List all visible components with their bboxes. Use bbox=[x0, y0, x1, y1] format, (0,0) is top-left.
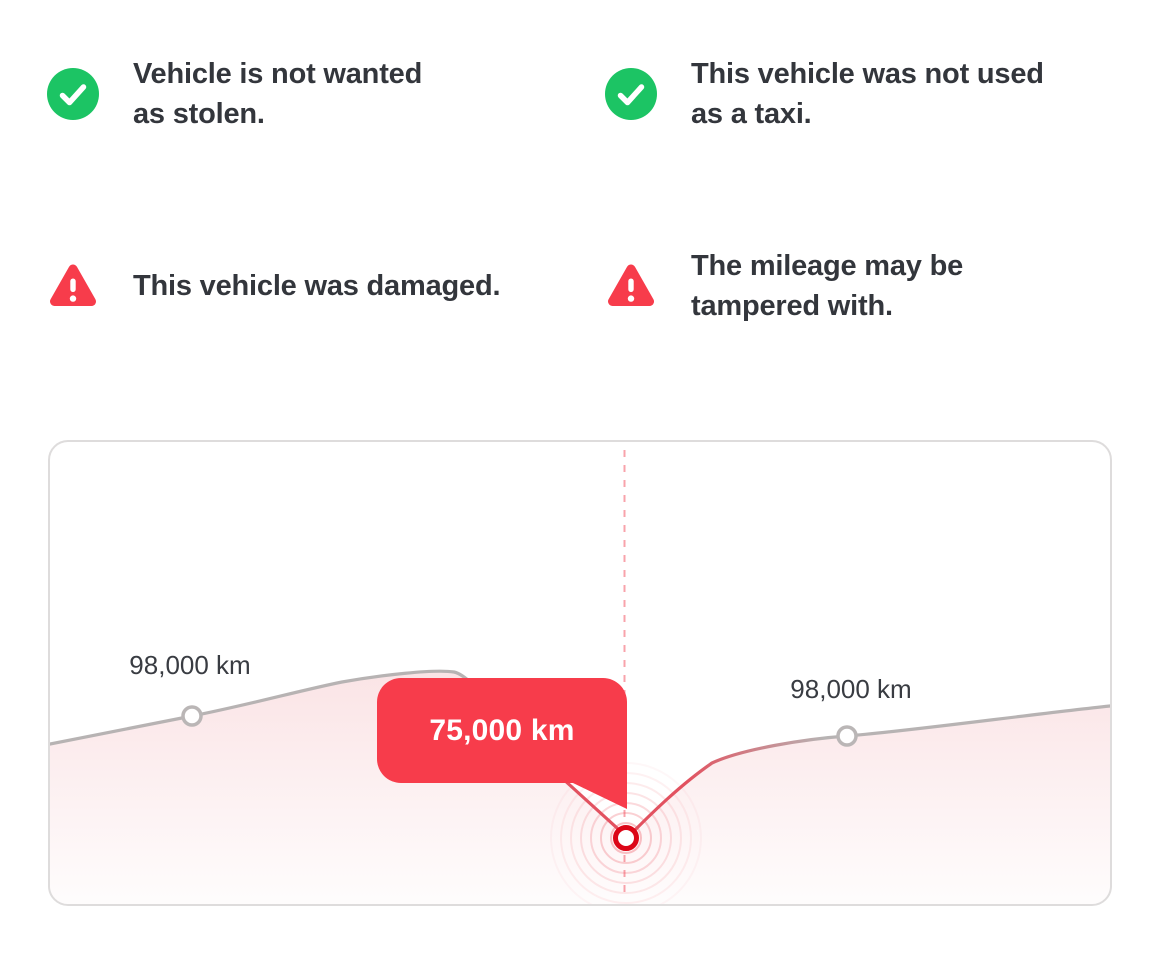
status-text: This vehicle was not used as a taxi. bbox=[691, 58, 1044, 130]
status-text: Vehicle is not wanted as stolen. bbox=[133, 58, 423, 130]
tooltip-tail bbox=[573, 783, 627, 809]
mileage-tooltip-label: 75,000 km bbox=[429, 713, 575, 747]
mileage-label-left: 98,000 km bbox=[129, 650, 251, 680]
status-text: The mileage may be tampered with. bbox=[691, 250, 964, 322]
mileage-chart bbox=[50, 450, 1110, 904]
status-item-not-taxi: This vehicle was not used as a taxi. bbox=[605, 54, 1044, 134]
status-item-damaged: This vehicle was damaged. bbox=[47, 246, 501, 326]
data-point-left[interactable] bbox=[181, 705, 203, 727]
mileage-chart-card: 98,000 km 98,000 km 75,000 km bbox=[48, 440, 1112, 906]
status-text: This vehicle was damaged. bbox=[133, 270, 501, 302]
check-icon bbox=[605, 68, 657, 120]
status-item-mileage-tampered: The mileage may be tampered with. bbox=[605, 246, 963, 326]
data-point-right[interactable] bbox=[836, 725, 858, 747]
warning-icon bbox=[47, 260, 99, 312]
check-icon bbox=[47, 68, 99, 120]
mileage-tooltip: 75,000 km bbox=[377, 678, 627, 809]
status-item-not-stolen: Vehicle is not wanted as stolen. bbox=[47, 54, 422, 134]
alert-data-point[interactable] bbox=[613, 825, 639, 851]
mileage-area-fill bbox=[50, 671, 1110, 904]
mileage-label-right: 98,000 km bbox=[790, 674, 912, 704]
warning-icon bbox=[605, 260, 657, 312]
